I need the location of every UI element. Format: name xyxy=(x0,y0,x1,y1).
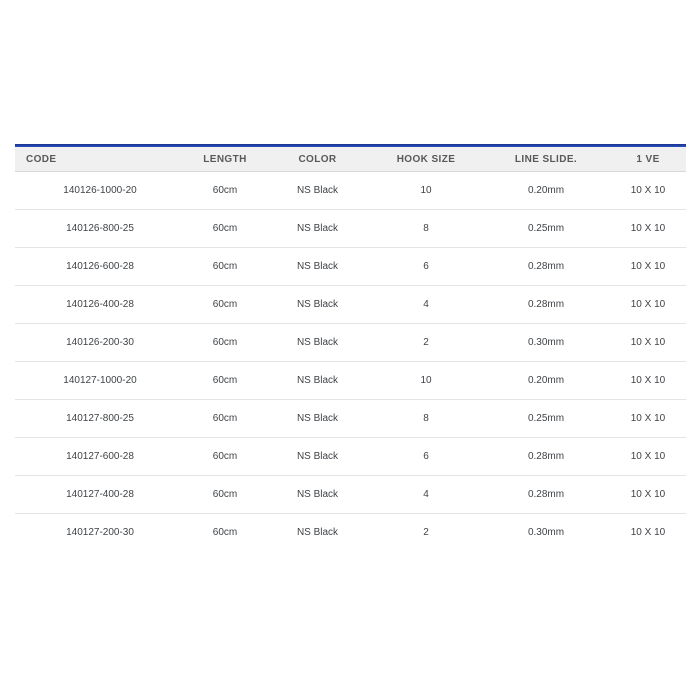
cell-ve: 10 X 10 xyxy=(610,171,686,210)
table-row: 140126-200-30 60cm NS Black 2 0.30mm 10 X 10 xyxy=(15,323,686,362)
cell-length: 60cm xyxy=(185,323,265,362)
cell-line-slide: 0.30mm xyxy=(482,323,610,362)
cell-ve: 10 X 10 xyxy=(610,475,686,514)
cell-color: NS Black xyxy=(265,323,370,362)
cell-line-slide: 0.30mm xyxy=(482,513,610,551)
cell-hook-size: 2 xyxy=(370,513,482,551)
cell-code: 140127-1000-20 xyxy=(15,361,185,400)
cell-code: 140126-600-28 xyxy=(15,247,185,286)
cell-color: NS Black xyxy=(265,437,370,476)
cell-length: 60cm xyxy=(185,171,265,210)
cell-hook-size: 6 xyxy=(370,247,482,286)
table-row: 140127-600-28 60cm NS Black 6 0.28mm 10 X 10 xyxy=(15,437,686,476)
column-header-code: CODE xyxy=(15,147,185,172)
table-row: 140126-400-28 60cm NS Black 4 0.28mm 10 X 10 xyxy=(15,285,686,324)
cell-hook-size: 2 xyxy=(370,323,482,362)
cell-code: 140127-800-25 xyxy=(15,399,185,438)
cell-line-slide: 0.25mm xyxy=(482,399,610,438)
cell-length: 60cm xyxy=(185,285,265,324)
cell-length: 60cm xyxy=(185,513,265,551)
cell-hook-size: 10 xyxy=(370,171,482,210)
cell-hook-size: 8 xyxy=(370,209,482,248)
cell-color: NS Black xyxy=(265,475,370,514)
cell-line-slide: 0.28mm xyxy=(482,475,610,514)
cell-hook-size: 8 xyxy=(370,399,482,438)
cell-code: 140126-800-25 xyxy=(15,209,185,248)
table-row: 140127-200-30 60cm NS Black 2 0.30mm 10 X 10 xyxy=(15,513,686,551)
column-header-hook-size: HOOK SIZE xyxy=(370,147,482,172)
table-row: 140126-600-28 60cm NS Black 6 0.28mm 10 X 10 xyxy=(15,247,686,286)
cell-color: NS Black xyxy=(265,247,370,286)
cell-color: NS Black xyxy=(265,399,370,438)
cell-line-slide: 0.20mm xyxy=(482,171,610,210)
table-header-row: CODE LENGTH COLOR HOOK SIZE LINE SLIDE. … xyxy=(15,147,686,172)
column-header-color: COLOR xyxy=(265,147,370,172)
cell-ve: 10 X 10 xyxy=(610,361,686,400)
cell-ve: 10 X 10 xyxy=(610,285,686,324)
cell-length: 60cm xyxy=(185,437,265,476)
cell-code: 140126-200-30 xyxy=(15,323,185,362)
cell-color: NS Black xyxy=(265,361,370,400)
table-row: 140127-800-25 60cm NS Black 8 0.25mm 10 X 10 xyxy=(15,399,686,438)
cell-line-slide: 0.20mm xyxy=(482,361,610,400)
column-header-ve: 1 VE xyxy=(610,147,686,172)
cell-ve: 10 X 10 xyxy=(610,437,686,476)
cell-hook-size: 4 xyxy=(370,475,482,514)
cell-color: NS Black xyxy=(265,171,370,210)
cell-code: 140127-600-28 xyxy=(15,437,185,476)
table-row: 140126-1000-20 60cm NS Black 10 0.20mm 10 X 1… xyxy=(15,171,686,210)
column-header-length: LENGTH xyxy=(185,147,265,172)
cell-ve: 10 X 10 xyxy=(610,513,686,551)
table-row: 140126-800-25 60cm NS Black 8 0.25mm 10 X 10 xyxy=(15,209,686,248)
table-top-accent-bar xyxy=(15,144,686,147)
cell-length: 60cm xyxy=(185,247,265,286)
cell-line-slide: 0.28mm xyxy=(482,437,610,476)
cell-code: 140126-1000-20 xyxy=(15,171,185,210)
cell-color: NS Black xyxy=(265,513,370,551)
cell-code: 140126-400-28 xyxy=(15,285,185,324)
cell-ve: 10 X 10 xyxy=(610,247,686,286)
cell-ve: 10 X 10 xyxy=(610,399,686,438)
table-row: 140127-400-28 60cm NS Black 4 0.28mm 10 X 10 xyxy=(15,475,686,514)
cell-ve: 10 X 10 xyxy=(610,209,686,248)
table-body: 140126-1000-20 60cm NS Black 10 0.20mm 10 X 1… xyxy=(15,171,686,551)
cell-color: NS Black xyxy=(265,285,370,324)
cell-line-slide: 0.28mm xyxy=(482,285,610,324)
cell-hook-size: 4 xyxy=(370,285,482,324)
cell-length: 60cm xyxy=(185,475,265,514)
product-spec-table: CODE LENGTH COLOR HOOK SIZE LINE SLIDE. … xyxy=(15,144,686,551)
column-header-line-slide: LINE SLIDE. xyxy=(482,147,610,172)
cell-length: 60cm xyxy=(185,361,265,400)
cell-length: 60cm xyxy=(185,209,265,248)
table-header: CODE LENGTH COLOR HOOK SIZE LINE SLIDE. … xyxy=(15,147,686,172)
cell-line-slide: 0.25mm xyxy=(482,209,610,248)
cell-code: 140127-400-28 xyxy=(15,475,185,514)
cell-ve: 10 X 10 xyxy=(610,323,686,362)
spec-table: CODE LENGTH COLOR HOOK SIZE LINE SLIDE. … xyxy=(15,147,686,551)
cell-line-slide: 0.28mm xyxy=(482,247,610,286)
cell-code: 140127-200-30 xyxy=(15,513,185,551)
cell-length: 60cm xyxy=(185,399,265,438)
cell-hook-size: 6 xyxy=(370,437,482,476)
cell-hook-size: 10 xyxy=(370,361,482,400)
table-row: 140127-1000-20 60cm NS Black 10 0.20mm 10 X 1… xyxy=(15,361,686,400)
cell-color: NS Black xyxy=(265,209,370,248)
